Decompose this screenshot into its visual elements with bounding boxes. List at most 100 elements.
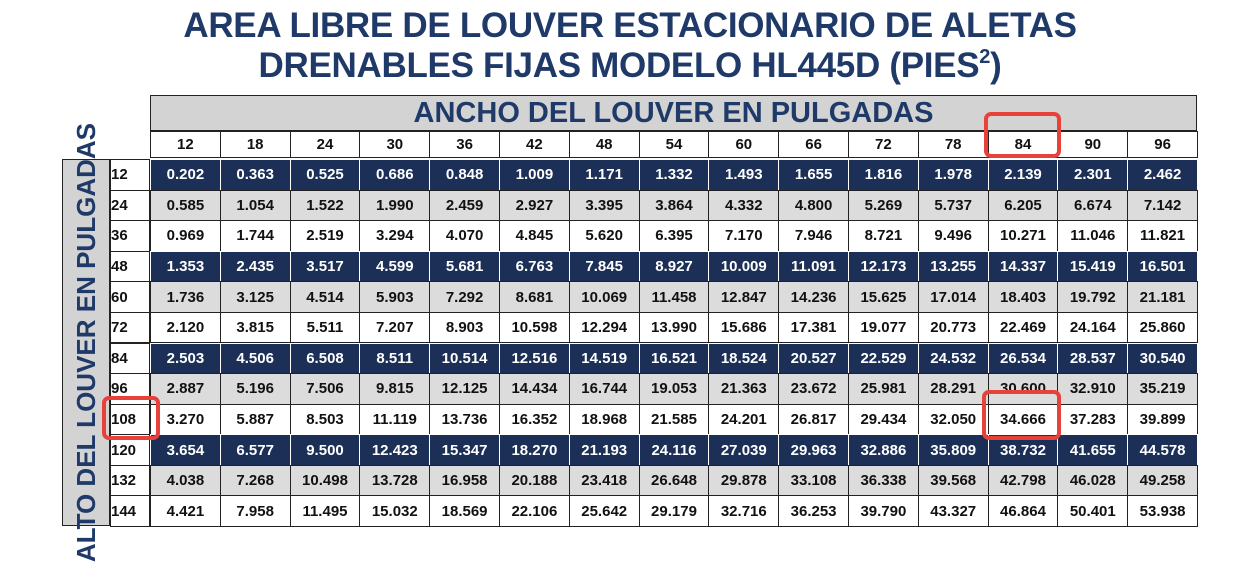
table-cell: 49.258: [1127, 464, 1198, 497]
column-header: 66: [778, 131, 849, 158]
table-cell: 10.271: [987, 220, 1059, 252]
table-cell: 1.655: [778, 159, 849, 191]
table-cell: 4.421: [150, 495, 221, 527]
table-cell: 21.181: [1127, 281, 1198, 313]
table-cell: 30.540: [1127, 342, 1198, 375]
table-cell: 12.173: [848, 250, 919, 283]
column-header: 60: [708, 131, 780, 158]
table-cell: 6.674: [1057, 189, 1129, 222]
table-cell: 0.525: [289, 159, 361, 191]
table-cell: 18.270: [499, 434, 570, 466]
table-cell: 10.514: [429, 342, 500, 375]
highlight-frame: [983, 112, 1062, 158]
table-cell: 29.878: [708, 464, 780, 497]
table-cell: 4.514: [289, 281, 361, 313]
table-cell: 13.990: [638, 311, 710, 344]
row-header: 48: [110, 250, 150, 283]
table-cell: 16.501: [1127, 250, 1198, 283]
table-cell: 18.968: [568, 403, 640, 436]
table-cell: 22.529: [848, 342, 919, 375]
table-cell: 23.418: [568, 464, 640, 497]
table-cell: 24.532: [917, 342, 989, 375]
table-cell: 39.790: [848, 495, 919, 527]
table-cell: 28.291: [917, 373, 989, 405]
table-cell: 1.736: [150, 281, 221, 313]
table-cell: 15.419: [1057, 250, 1129, 283]
column-header: 48: [568, 131, 640, 158]
table-cell: 24.164: [1057, 311, 1129, 344]
table-cell: 5.196: [219, 373, 291, 405]
table-cell: 2.120: [150, 311, 221, 344]
table-cell: 8.511: [359, 342, 431, 375]
table-cell: 9.815: [359, 373, 431, 405]
table-cell: 12.847: [708, 281, 780, 313]
table-cell: 24.201: [708, 403, 780, 436]
table-cell: 6.577: [219, 434, 291, 466]
table-cell: 16.958: [429, 464, 500, 497]
column-header: 42: [499, 131, 570, 158]
table-cell: 0.585: [150, 189, 221, 222]
table-cell: 29.179: [638, 495, 710, 527]
table-cell: 15.347: [429, 434, 500, 466]
table-cell: 10.498: [289, 464, 361, 497]
table-cell: 6.508: [289, 342, 361, 375]
table-cell: 3.294: [359, 220, 431, 252]
table-cell: 14.337: [987, 250, 1059, 283]
table-cell: 25.981: [848, 373, 919, 405]
table-cell: 18.403: [987, 281, 1059, 313]
table-cell: 5.737: [917, 189, 989, 222]
table-cell: 1.978: [917, 159, 989, 191]
table-cell: 2.301: [1057, 159, 1129, 191]
title-line: DRENABLES FIJAS MODELO HL445D (PIES2): [0, 46, 1260, 86]
column-header: 30: [359, 131, 431, 158]
table-cell: 0.848: [429, 159, 500, 191]
column-header: 12: [150, 131, 221, 158]
table-cell: 7.170: [708, 220, 780, 252]
title-text: DRENABLES FIJAS MODELO HL445D (PIES: [258, 46, 980, 85]
table-cell: 20.527: [778, 342, 849, 375]
table-cell: 2.462: [1127, 159, 1198, 191]
table-cell: 2.503: [150, 342, 221, 375]
table-cell: 10.598: [499, 311, 570, 344]
table-cell: 9.496: [917, 220, 989, 252]
highlight-frame: [102, 395, 160, 441]
row-header: 12: [110, 159, 150, 191]
row-header: 144: [110, 495, 150, 527]
table-cell: 6.395: [638, 220, 710, 252]
table-cell: 23.672: [778, 373, 849, 405]
table-cell: 18.524: [708, 342, 780, 375]
highlight-frame: [981, 389, 1062, 441]
table-cell: 11.458: [638, 281, 710, 313]
row-header: 84: [110, 342, 150, 375]
table-cell: 10.009: [708, 250, 780, 283]
table-cell: 13.255: [917, 250, 989, 283]
table-cell: 2.519: [289, 220, 361, 252]
table-cell: 29.434: [848, 403, 919, 436]
column-header: 78: [917, 131, 989, 158]
table-cell: 36.338: [848, 464, 919, 497]
table-cell: 6.205: [987, 189, 1059, 222]
table-cell: 32.910: [1057, 373, 1129, 405]
table-cell: 8.903: [429, 311, 500, 344]
table-cell: 15.032: [359, 495, 431, 527]
table-cell: 8.681: [499, 281, 570, 313]
table-cell: 7.946: [778, 220, 849, 252]
table-cell: 20.773: [917, 311, 989, 344]
table-cell: 19.053: [638, 373, 710, 405]
table-cell: 15.686: [708, 311, 780, 344]
table-cell: 27.039: [708, 434, 780, 466]
table-cell: 3.864: [638, 189, 710, 222]
table-cell: 25.860: [1127, 311, 1198, 344]
table-cell: 37.283: [1057, 403, 1129, 436]
table-cell: 8.927: [638, 250, 710, 283]
table-cell: 14.519: [568, 342, 640, 375]
table-cell: 39.568: [917, 464, 989, 497]
table-cell: 16.744: [568, 373, 640, 405]
table-cell: 1.493: [708, 159, 780, 191]
table-cell: 4.800: [778, 189, 849, 222]
table-cell: 0.969: [150, 220, 221, 252]
table-cell: 28.537: [1057, 342, 1129, 375]
table-cell: 22.469: [987, 311, 1059, 344]
table-cell: 3.815: [219, 311, 291, 344]
table-cell: 7.268: [219, 464, 291, 497]
